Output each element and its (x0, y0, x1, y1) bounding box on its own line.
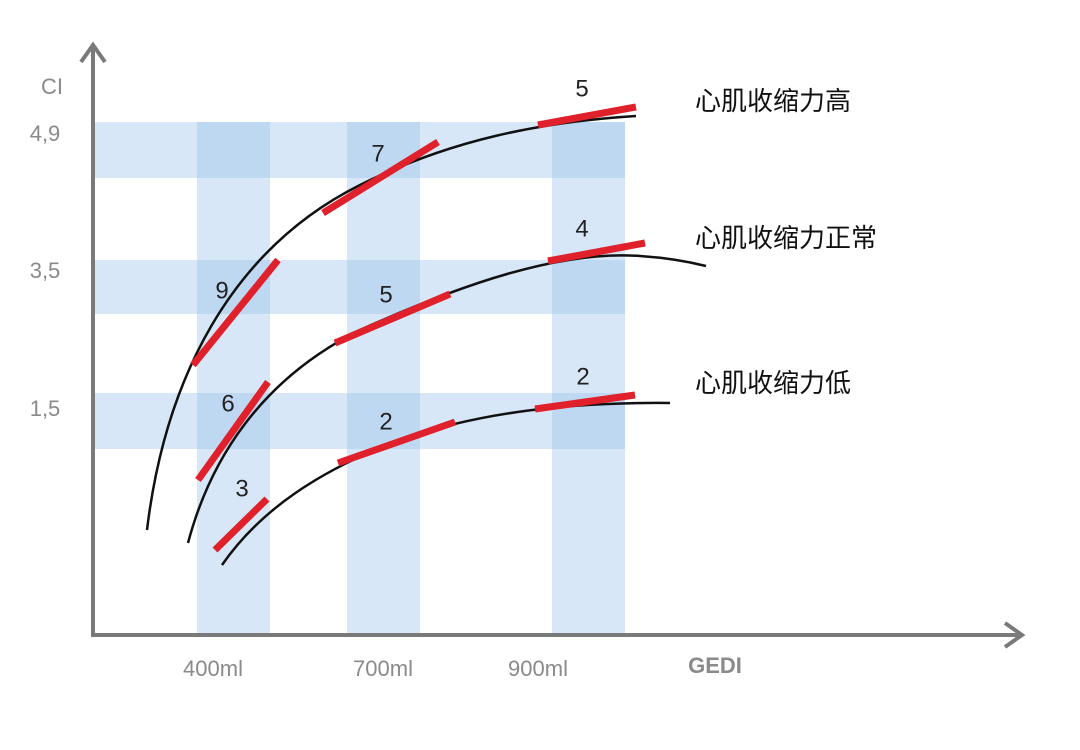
slope-label: 9 (215, 277, 228, 304)
slope-label: 4 (575, 215, 588, 242)
bands (93, 122, 625, 635)
y-tick-label: 1,5 (30, 396, 61, 421)
slope-label: 2 (576, 363, 589, 390)
curve-label: 心肌收缩力低 (695, 368, 851, 398)
y-axis-label: CI (41, 74, 63, 99)
y-tick-label: 3,5 (30, 258, 61, 283)
slope-label: 5 (575, 75, 588, 102)
slope-label: 2 (379, 408, 392, 435)
curve (145, 114, 637, 531)
curve-label: 心肌收缩力正常 (695, 223, 877, 253)
slope-label: 5 (379, 281, 392, 308)
x-tick-label: 900ml (508, 656, 568, 681)
slope-segments (190, 103, 646, 553)
y-tick-label: 4,9 (30, 121, 61, 146)
x-tick-label: 700ml (353, 656, 413, 681)
x-tick-label: 400ml (183, 656, 243, 681)
axes (79, 41, 1026, 649)
x-axis-label: GEDI (688, 653, 742, 678)
slope-label: 7 (371, 140, 384, 167)
curve-label: 心肌收缩力高 (695, 86, 851, 116)
slope-label: 3 (235, 475, 248, 502)
slope-label: 6 (221, 390, 234, 417)
